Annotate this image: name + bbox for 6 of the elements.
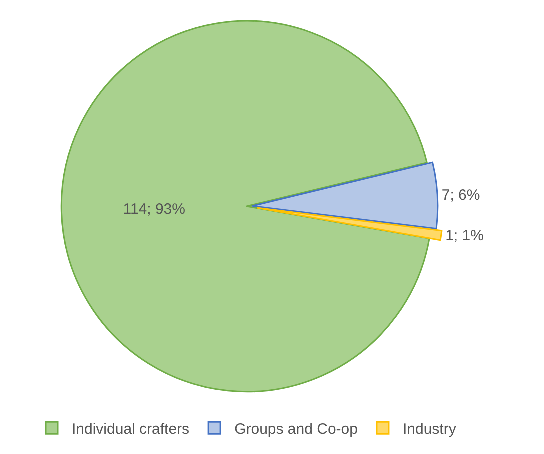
legend-label: Industry xyxy=(402,420,457,438)
data-label: 7; 6% xyxy=(442,187,480,204)
legend-label: Groups and Co-op xyxy=(234,420,358,438)
legend-label: Individual crafters xyxy=(72,420,190,438)
data-label: 114; 93% xyxy=(123,200,186,218)
data-label: 1; 1% xyxy=(446,227,484,244)
